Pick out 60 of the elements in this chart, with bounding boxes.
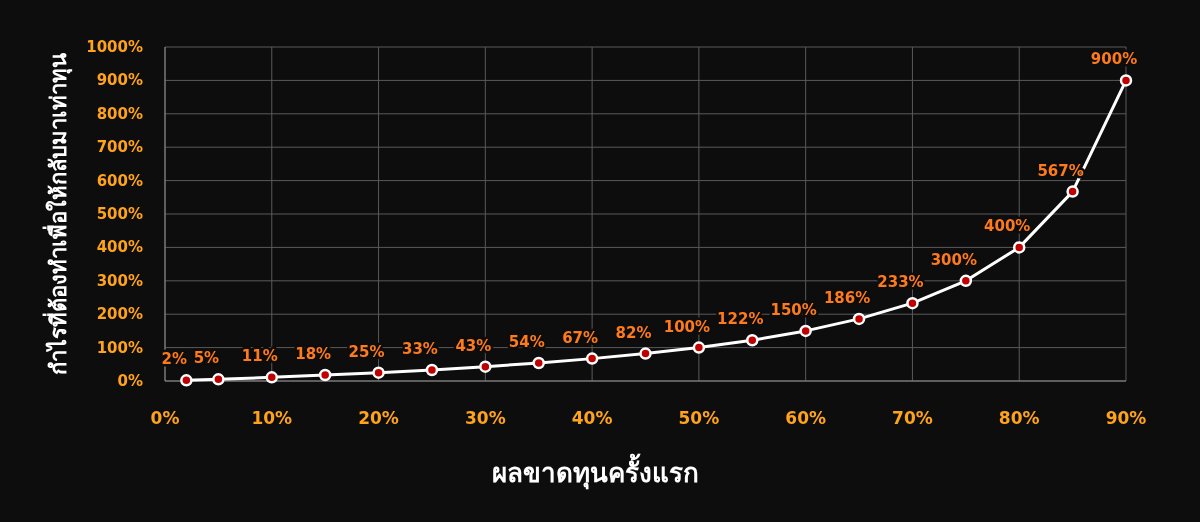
x-tick-label: 30% (464, 408, 506, 428)
data-label: 122% (717, 310, 764, 329)
point (372, 366, 385, 379)
point (479, 360, 492, 373)
data-label: 150% (770, 300, 817, 319)
y-tick-label: 900% (96, 71, 143, 90)
point (1119, 74, 1133, 87)
data-label: 186% (823, 288, 871, 307)
y-tick-label: 300% (96, 271, 143, 290)
data-label: 233% (877, 273, 924, 292)
point (265, 371, 279, 384)
x-tick-label: 40% (571, 408, 613, 428)
data-label: 5% (193, 349, 220, 368)
data-label: 400% (984, 217, 1031, 236)
point (799, 324, 812, 338)
point (692, 341, 706, 354)
y-tick-label: 1000% (86, 38, 143, 56)
data-label: 900% (1090, 50, 1138, 69)
x-tick-label: 80% (998, 408, 1040, 428)
x-axis-title: ผลขาดทุนครั้งแรก (492, 453, 699, 490)
y-tick-label: 700% (96, 138, 143, 157)
data-label: 25% (348, 342, 385, 361)
point (180, 374, 193, 387)
data-label: 100% (663, 317, 711, 336)
data-label: 18% (295, 344, 332, 363)
point (906, 296, 919, 310)
data-label: 2% (161, 350, 188, 369)
data-label: 11% (241, 347, 278, 366)
point (425, 363, 439, 377)
x-tick-label: 50% (678, 408, 720, 428)
point (1066, 185, 1079, 198)
data-label: 82% (615, 323, 652, 342)
point (212, 373, 225, 386)
y-tick-label: 600% (96, 171, 143, 190)
y-tick-label: 0% (117, 372, 143, 390)
y-tick-label: 400% (96, 238, 143, 257)
data-label: 33% (401, 339, 438, 358)
point (852, 312, 866, 326)
y-tick-label: 500% (96, 205, 143, 223)
data-label: 67% (562, 328, 599, 347)
data-label: 300% (930, 250, 978, 269)
y-tick-label: 200% (96, 305, 143, 324)
x-tick-label: 60% (785, 408, 827, 428)
x-tick-label: 0% (150, 408, 180, 428)
x-tick-label: 20% (358, 408, 399, 428)
y-tick-label: 100% (96, 338, 143, 357)
point (532, 356, 545, 370)
point (746, 334, 759, 347)
point (639, 347, 652, 360)
data-label: 54% (508, 332, 545, 351)
y-axis-title: กำไรที่ต้องทำเพื่อให้กลับมาเท่าทุน (42, 53, 73, 375)
point (1012, 241, 1026, 254)
y-tick-label: 800% (96, 104, 143, 123)
data-label: 43% (455, 336, 492, 355)
x-tick-label: 70% (892, 408, 933, 428)
point (959, 274, 973, 288)
point (318, 368, 332, 382)
x-tick-label: 90% (1105, 408, 1147, 428)
point (585, 352, 599, 365)
x-tick-label: 10% (251, 408, 293, 428)
